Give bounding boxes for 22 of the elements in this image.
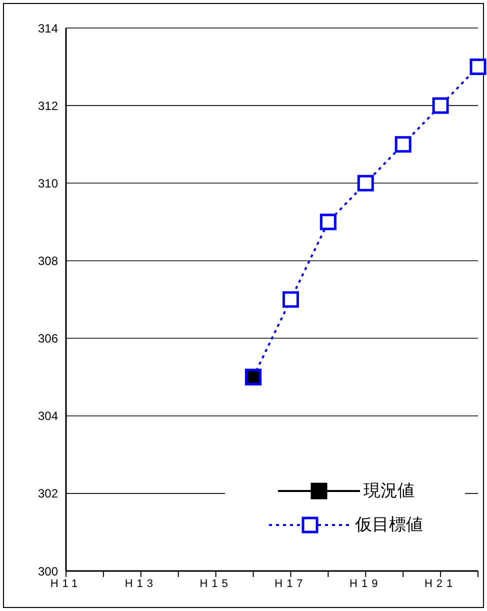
point (320, 214, 336, 230)
point (394, 136, 412, 153)
point (432, 97, 449, 114)
x-tick-label: H21 (424, 578, 457, 590)
y-tick-label: 308 (38, 254, 58, 268)
point (282, 291, 299, 308)
legend-label: 現況値 (364, 480, 414, 502)
y-tick-label: 302 (38, 486, 58, 501)
legend-label: 仮目標値 (355, 514, 423, 536)
y-tick-label: 312 (38, 98, 58, 113)
x-tick-label: H19 (350, 578, 382, 590)
x-tick-label: H15 (200, 578, 232, 590)
y-tick-label: 314 (38, 21, 58, 36)
x-tick-label: H11 (50, 578, 82, 590)
x-tick-label: H17 (274, 578, 307, 590)
y-tick-label: 306 (38, 332, 58, 346)
x-tick-label: H13 (124, 578, 158, 590)
y-tick-label: 310 (38, 176, 58, 190)
point (470, 58, 486, 76)
point (357, 174, 374, 192)
y-tick-label: 300 (38, 564, 58, 578)
y-tick-label: 304 (38, 409, 58, 424)
